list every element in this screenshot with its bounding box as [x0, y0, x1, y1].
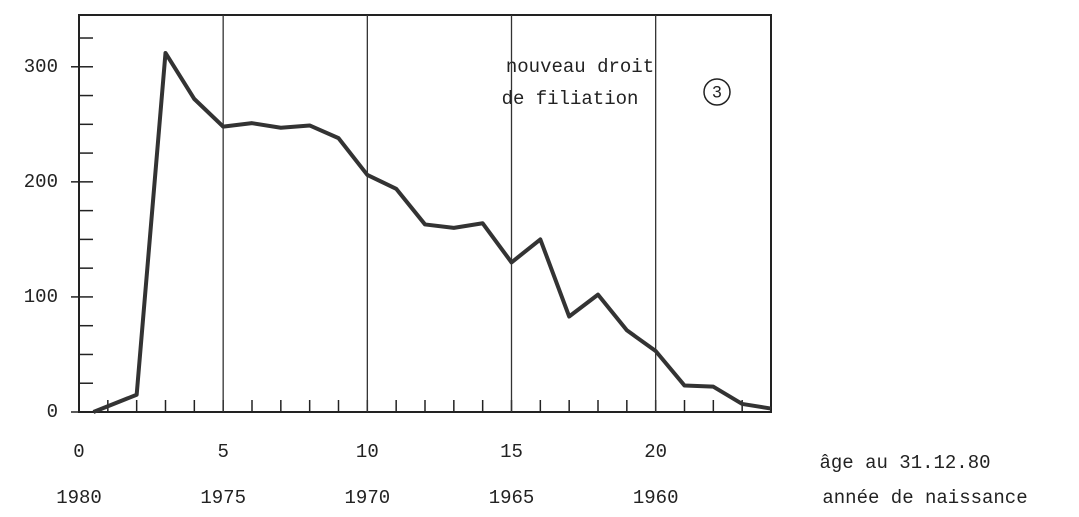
- x-axis-label: âge au 31.12.80: [819, 452, 990, 474]
- y-tick-label: 200: [24, 171, 58, 193]
- x2-tick-label: 1980: [56, 487, 102, 509]
- x2-tick-label: 1960: [633, 487, 679, 509]
- x2-axis-label: année de naissance: [822, 487, 1027, 509]
- plot-frame: [78, 14, 772, 413]
- annotation: nouveau droit: [506, 56, 654, 78]
- x2-tick-label: 1975: [200, 487, 246, 509]
- annotation-circle: [703, 78, 731, 106]
- x-tick-label: 0: [73, 441, 84, 463]
- x2-tick-label: 1965: [489, 487, 535, 509]
- annotation: de filiation: [502, 88, 639, 110]
- data-line: [92, 50, 772, 414]
- x2-tick-label: 1970: [345, 487, 391, 509]
- x-tick-label: 10: [356, 441, 379, 463]
- x-tick-label: 15: [500, 441, 523, 463]
- x-tick-label: 20: [644, 441, 667, 463]
- y-tick-label: 300: [24, 56, 58, 78]
- annotation-marker: 3: [712, 82, 721, 101]
- x-tick-label: 5: [217, 441, 228, 463]
- y-tick-label: 0: [47, 401, 58, 423]
- y-tick-label: 100: [24, 286, 58, 308]
